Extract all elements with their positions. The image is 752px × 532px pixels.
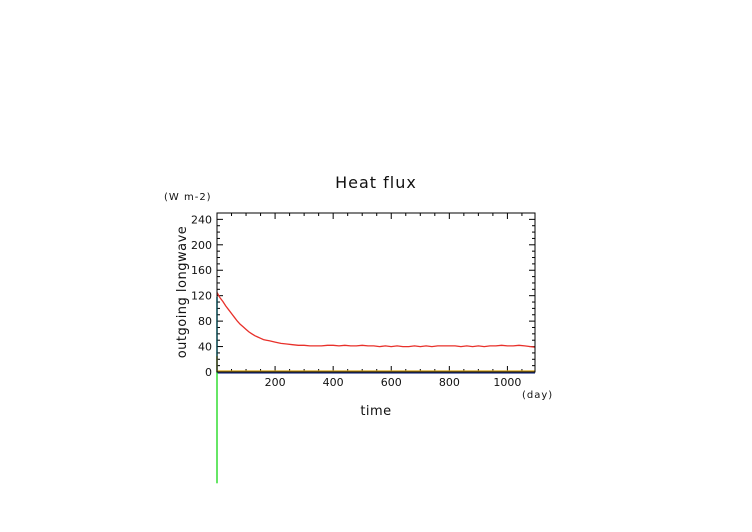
y-tick-label: 80: [198, 315, 212, 328]
x-tick-label: 400: [323, 376, 344, 389]
x-axis-unit: (day): [522, 390, 553, 401]
y-axis-unit: (W m-2): [164, 192, 212, 203]
y-tick-label: 160: [191, 264, 212, 277]
x-tick-label: 200: [265, 376, 286, 389]
x-tick-label: 600: [381, 376, 402, 389]
y-tick-label: 0: [205, 366, 212, 379]
y-tick-label: 200: [191, 239, 212, 252]
y-tick-label: 120: [191, 290, 212, 303]
series-line-main: [216, 292, 536, 348]
x-tick-label: 800: [439, 376, 460, 389]
x-tick-label: 1000: [493, 376, 521, 389]
plot-frame: [216, 212, 536, 373]
x-axis-label: time: [360, 404, 391, 419]
y-tick-label: 40: [198, 341, 212, 354]
y-tick-label: 240: [191, 213, 212, 226]
y-axis-label: outgoing longwave: [175, 226, 190, 359]
axis-ticks: 0 40 80 120 160 200 240 200 400 600 800 1000: [191, 213, 535, 389]
chart-title: Heat flux: [335, 173, 417, 192]
